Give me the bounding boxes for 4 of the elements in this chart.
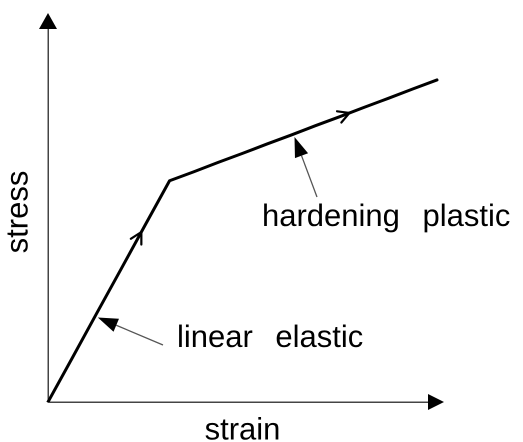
annotation: hardening plastic bbox=[262, 198, 510, 233]
y-axis-title: stress bbox=[0, 170, 35, 254]
x-axis-title: strain bbox=[204, 411, 280, 442]
annotation: linear elastic bbox=[177, 319, 364, 354]
